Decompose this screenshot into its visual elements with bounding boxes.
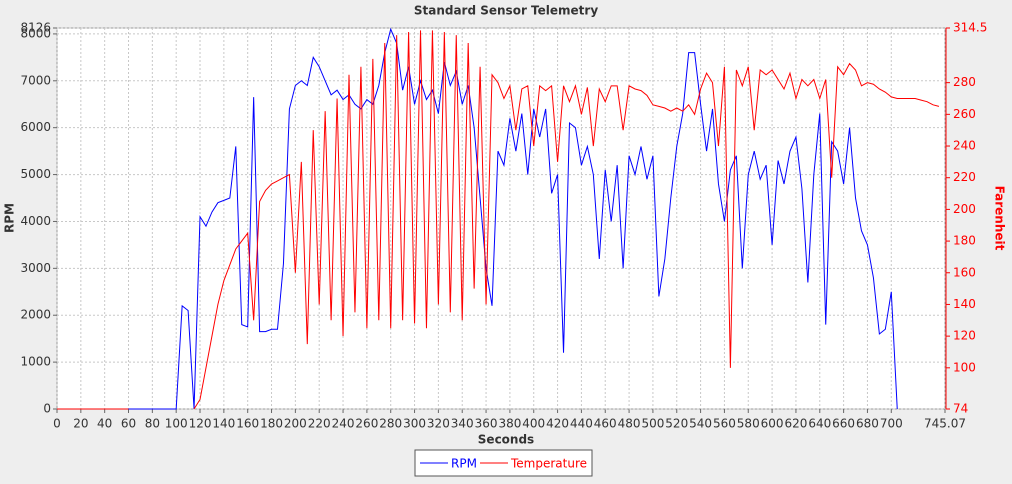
legend-label: Temperature bbox=[510, 457, 587, 471]
x-tick-label: 280 bbox=[379, 417, 402, 431]
x-tick-label: 360 bbox=[475, 417, 498, 431]
x-tick-label: 240 bbox=[332, 417, 355, 431]
y2-tick-label: 220 bbox=[953, 170, 976, 184]
y2-tick-label: 160 bbox=[953, 265, 976, 279]
x-tick-label: 540 bbox=[689, 417, 712, 431]
x-tick-label: 560 bbox=[713, 417, 736, 431]
x-tick-label: 300 bbox=[403, 417, 426, 431]
y2-tick-label: 120 bbox=[953, 329, 976, 343]
x-tick-label: 620 bbox=[784, 417, 807, 431]
y-tick-label: 5000 bbox=[20, 167, 51, 181]
x-tick-label: 600 bbox=[761, 417, 784, 431]
legend-label: RPM bbox=[451, 457, 477, 471]
x-tick-label: 140 bbox=[212, 417, 235, 431]
y-tick-label: 8126 bbox=[20, 21, 51, 35]
chart-title: Standard Sensor Telemetry bbox=[414, 4, 598, 18]
x-tick-label: 700 bbox=[880, 417, 903, 431]
y-tick-label: 0 bbox=[43, 402, 51, 416]
x-tick-label: 520 bbox=[665, 417, 688, 431]
x-tick-label: 80 bbox=[145, 417, 160, 431]
x-tick-label: 0 bbox=[53, 417, 61, 431]
x-tick-label: 440 bbox=[570, 417, 593, 431]
x-tick-label: 580 bbox=[737, 417, 760, 431]
x-tick-label: 460 bbox=[594, 417, 617, 431]
x-tick-label: 660 bbox=[832, 417, 855, 431]
x-axis-label: Seconds bbox=[478, 433, 534, 447]
y2-tick-label: 314.5 bbox=[953, 21, 987, 35]
x-tick-label: 160 bbox=[236, 417, 259, 431]
x-tick-label: 100 bbox=[165, 417, 188, 431]
x-tick-label: 260 bbox=[355, 417, 378, 431]
y2-tick-label: 200 bbox=[953, 202, 976, 216]
data-line bbox=[57, 30, 940, 410]
x-tick-label: 20 bbox=[73, 417, 88, 431]
y-tick-label: 4000 bbox=[20, 214, 51, 228]
x-tick-label: 180 bbox=[260, 417, 283, 431]
y2-tick-label: 100 bbox=[953, 360, 976, 374]
x-tick-label: 120 bbox=[189, 417, 212, 431]
y-tick-label: 2000 bbox=[20, 308, 51, 322]
x-tick-label: 320 bbox=[427, 417, 450, 431]
y2-tick-label: 74 bbox=[953, 402, 968, 416]
x-tick-label: 745.07 bbox=[924, 417, 966, 431]
y-tick-label: 3000 bbox=[20, 261, 51, 275]
y2-tick-label: 260 bbox=[953, 107, 976, 121]
y-tick-label: 1000 bbox=[20, 355, 51, 369]
x-tick-label: 340 bbox=[451, 417, 474, 431]
x-tick-label: 380 bbox=[498, 417, 521, 431]
x-tick-label: 200 bbox=[284, 417, 307, 431]
y2-tick-label: 240 bbox=[953, 139, 976, 153]
y2-tick-label: 180 bbox=[953, 234, 976, 248]
y-axis-label: RPM bbox=[3, 203, 17, 233]
x-tick-label: 60 bbox=[121, 417, 136, 431]
y-tick-label: 7000 bbox=[20, 73, 51, 87]
x-tick-label: 40 bbox=[97, 417, 112, 431]
y-tick-label: 8000 bbox=[20, 26, 51, 40]
x-tick-label: 680 bbox=[856, 417, 879, 431]
x-tick-label: 420 bbox=[546, 417, 569, 431]
x-tick-label: 640 bbox=[808, 417, 831, 431]
x-tick-label: 400 bbox=[522, 417, 545, 431]
x-tick-label: 500 bbox=[641, 417, 664, 431]
y2-tick-label: 280 bbox=[953, 75, 976, 89]
y2-tick-label: 140 bbox=[953, 297, 976, 311]
y2-axis-label: Farenheit bbox=[993, 186, 1007, 251]
y-tick-label: 6000 bbox=[20, 120, 51, 134]
x-tick-label: 480 bbox=[618, 417, 641, 431]
x-tick-label: 220 bbox=[308, 417, 331, 431]
